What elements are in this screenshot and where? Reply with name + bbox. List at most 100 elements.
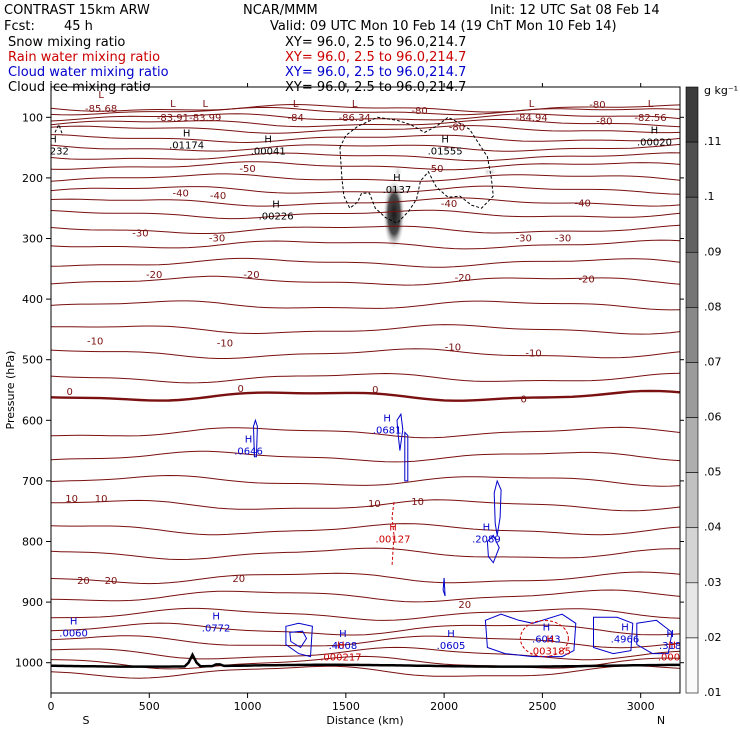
org-label: NCAR/MMM xyxy=(243,3,318,18)
x-tick-label: 1000 xyxy=(234,700,262,713)
temperature-contour-label: 0 xyxy=(372,385,378,396)
temperature-contour xyxy=(51,426,680,439)
x-tick-label: 1500 xyxy=(332,700,360,713)
cloud-water-contour xyxy=(442,577,446,597)
temperature-contour xyxy=(51,113,680,122)
temperature-contour-label: 20 xyxy=(232,574,245,585)
forecast-label: Fcst: xyxy=(4,19,35,34)
cloud-water-high-value: .6043 xyxy=(532,634,561,645)
x-tick-label: 2500 xyxy=(528,700,556,713)
x-axis-label: Distance (km) xyxy=(326,714,403,727)
cloud-ice-contour xyxy=(339,116,494,224)
temperature-contour-label: -30 xyxy=(555,234,571,245)
cloud-water-high-marker: H xyxy=(245,435,253,446)
temperature-contour xyxy=(51,224,680,234)
temperature-contour-label: -30 xyxy=(132,229,148,240)
x-tick-label: 2000 xyxy=(430,700,458,713)
rain-high-value: .003185 xyxy=(530,647,571,658)
forecast-hours: 45 h xyxy=(64,19,93,34)
rain-high-marker: H xyxy=(389,522,397,533)
snow-shading xyxy=(392,164,403,179)
y-tick-label: 700 xyxy=(22,475,43,488)
temperature-contour-label: 20 xyxy=(458,600,471,611)
low-value: -84 xyxy=(288,113,304,124)
temperature-contour xyxy=(51,348,680,359)
temperature-contour-label: -80 xyxy=(589,100,605,111)
low-value: -84.94 xyxy=(515,113,547,124)
temperature-contour-label: 0 xyxy=(521,395,527,406)
temperature-contour-label: -10 xyxy=(217,338,233,349)
snow-ice-high-value: .01174 xyxy=(169,141,204,152)
temperature-contour xyxy=(51,646,680,661)
rain-high-value: .000217 xyxy=(320,653,361,664)
y-tick-label: 300 xyxy=(22,233,43,246)
cloud-water-contour xyxy=(593,616,634,655)
temperature-contour xyxy=(51,300,680,311)
snow-ice-high-marker: H xyxy=(272,199,280,210)
colorbar-tick-label: .1 xyxy=(704,190,715,203)
rain-contour xyxy=(519,619,569,657)
rain-high-value: .00127 xyxy=(376,534,411,545)
model-title: CONTRAST 15km ARW xyxy=(4,3,150,18)
field-name: Rain water mixing ratio xyxy=(8,50,160,65)
cloud-water-high-value: .0060 xyxy=(59,628,88,639)
snow-ice-high-marker: H xyxy=(264,135,272,146)
temperature-contour-label: -20 xyxy=(243,270,259,281)
temperature-contour-label: -20 xyxy=(455,273,471,284)
field-legend: Snow mixing ratio XY= 96.0, 2.5 to 96.0,2… xyxy=(8,35,466,95)
y-tick-label: 500 xyxy=(22,354,43,367)
temperature-contour xyxy=(51,622,680,636)
temperature-contour xyxy=(51,665,680,679)
temperature-contour xyxy=(51,499,680,512)
snow-ice-high-marker: H xyxy=(441,135,449,146)
x-tick-label: 3000 xyxy=(627,700,655,713)
cloud-water-contour xyxy=(484,613,577,658)
cloud-water-high-marker: H xyxy=(447,629,455,640)
low-marker: L xyxy=(529,99,535,110)
temperature-contour xyxy=(51,185,680,195)
cloud-water-contour xyxy=(289,630,308,649)
temperature-contour-label: -30 xyxy=(209,234,225,245)
snow-ice-high-marker: H xyxy=(393,173,401,184)
low-marker: L xyxy=(203,99,209,110)
temperature-contour-label: 20 xyxy=(77,576,90,587)
temperature-contour-label: -20 xyxy=(578,275,594,286)
cloud-water-high-value: .0646 xyxy=(234,447,263,458)
colorbar-swatch xyxy=(685,141,699,198)
temperature-contour-label: -80 xyxy=(449,123,465,134)
snow-max-shading xyxy=(383,178,406,251)
plot-frame xyxy=(50,86,681,694)
y-tick-label: 100 xyxy=(22,111,43,124)
colorbar-tick-label: .07 xyxy=(704,355,722,368)
snow-ice-high-value: 00232 xyxy=(37,147,69,158)
x-tick-label: 500 xyxy=(139,700,160,713)
snow-ice-high-marker: H xyxy=(183,129,191,140)
temperature-contour-label: 10 xyxy=(65,494,78,505)
low-value: -82.56 xyxy=(634,113,666,124)
colorbar-tick-label: .11 xyxy=(704,135,722,148)
temperature-contour xyxy=(51,450,680,463)
x-tick-label: 0 xyxy=(48,700,55,713)
low-value: -83.99 xyxy=(189,113,221,124)
temperature-contour-label: -80 xyxy=(411,106,427,117)
rain-contour xyxy=(391,502,395,566)
y-axis-label: Pressure (hPa) xyxy=(4,351,17,430)
rain-high-marker: H xyxy=(337,641,345,652)
temperature-contour xyxy=(51,173,680,182)
colorbar-swatch xyxy=(685,417,699,473)
colorbar-swatch xyxy=(685,196,699,253)
cloud-water-high-marker: H xyxy=(383,413,391,424)
cloud-water-high-marker: H xyxy=(339,629,347,640)
temperature-contour-label: -40 xyxy=(210,191,226,202)
temperature-contour xyxy=(51,106,680,116)
cloud-water-contour xyxy=(396,412,404,451)
snow-ice-high-value: .01555 xyxy=(428,147,463,158)
cloud-water-contour xyxy=(636,619,673,655)
y-tick-label: 900 xyxy=(22,596,43,609)
temperature-contour-label: -40 xyxy=(575,198,591,209)
x-axis-left-end: S xyxy=(83,714,90,727)
temperature-contour xyxy=(51,607,680,621)
snow-ice-high-value: .00226 xyxy=(259,211,294,222)
rain-high-value: .0000 xyxy=(658,653,687,664)
